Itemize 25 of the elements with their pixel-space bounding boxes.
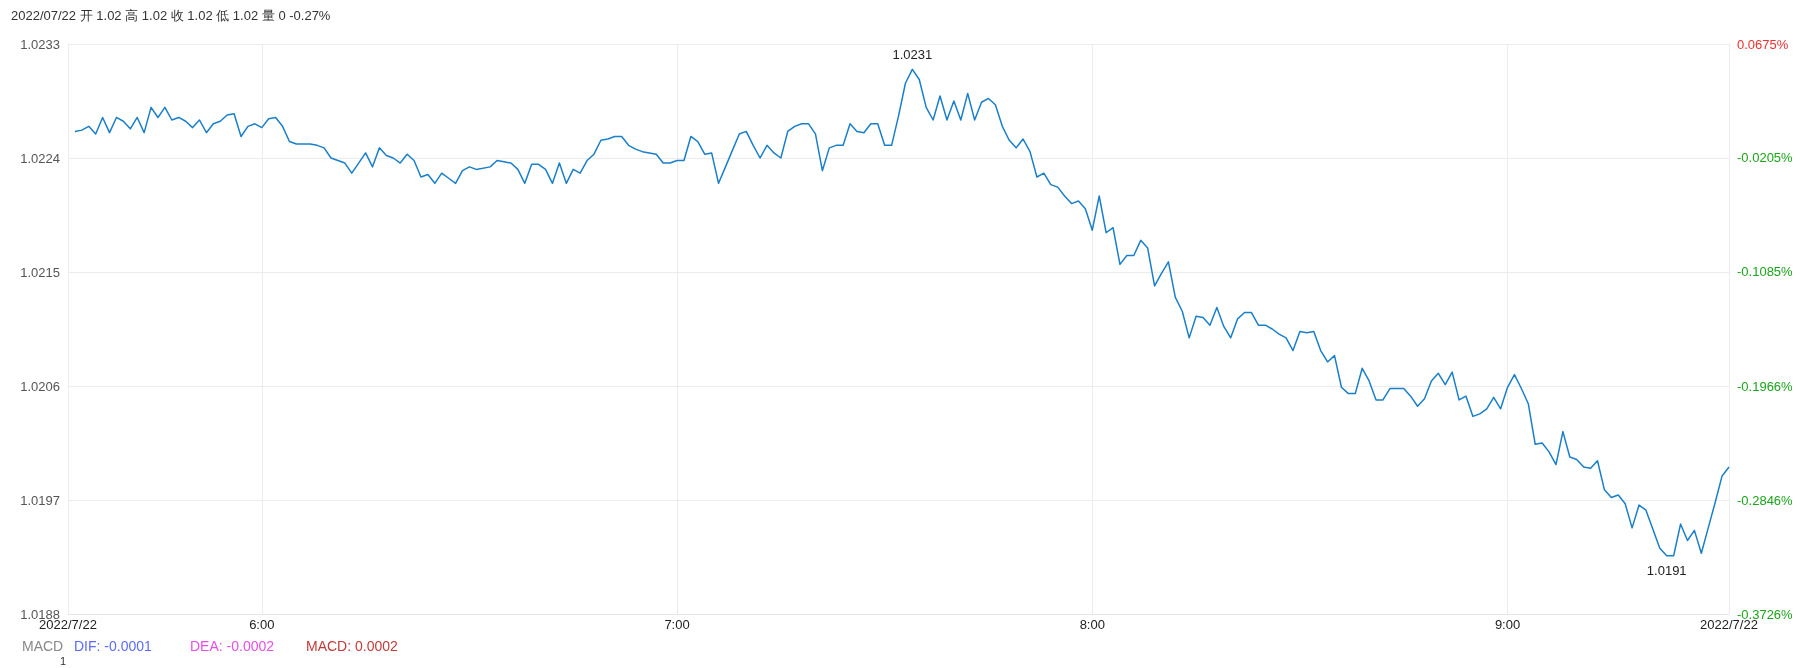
y2-tick-label: 0.0675% xyxy=(1737,36,1789,52)
text: MACD: 0.0002 xyxy=(306,638,399,654)
annotation: 1.0231 xyxy=(892,47,933,63)
y-tick-label: 1.0224 xyxy=(20,150,60,166)
text: DEA: -0.0002 xyxy=(190,638,275,654)
y-tick-label: 1.0215 xyxy=(20,264,60,280)
text: MACD xyxy=(22,638,64,654)
text: 1 xyxy=(60,654,67,667)
annotation: 1.0191 xyxy=(1646,562,1687,578)
x-tick-label: 2022/7/22 xyxy=(39,617,97,632)
x-tick-label: 8:00 xyxy=(1079,617,1105,632)
y-tick-label: 1.0206 xyxy=(20,378,60,394)
line-series xyxy=(74,68,1730,557)
y2-tick-label: -0.1085% xyxy=(1737,264,1794,280)
y-tick-label: 1.0233 xyxy=(20,36,60,52)
x-tick-label: 7:00 xyxy=(664,617,690,632)
x-tick-label: 2022/7/22 xyxy=(1700,617,1758,632)
y2-tick-label: -0.2846% xyxy=(1737,492,1794,508)
y2-tick-label: -0.1966% xyxy=(1737,378,1794,394)
chart-title: 2022/07/22 开 1.02 高 1.02 收 1.02 低 1.02 量 0 -0.27% xyxy=(11,8,331,23)
x-tick-label: 9:00 xyxy=(1494,617,1521,632)
text: DIF: -0.0001 xyxy=(74,638,153,654)
y-tick-label: 1.0197 xyxy=(20,492,60,508)
x-tick-label: 6:00 xyxy=(249,617,275,632)
y2-tick-label: -0.0205% xyxy=(1737,150,1794,166)
